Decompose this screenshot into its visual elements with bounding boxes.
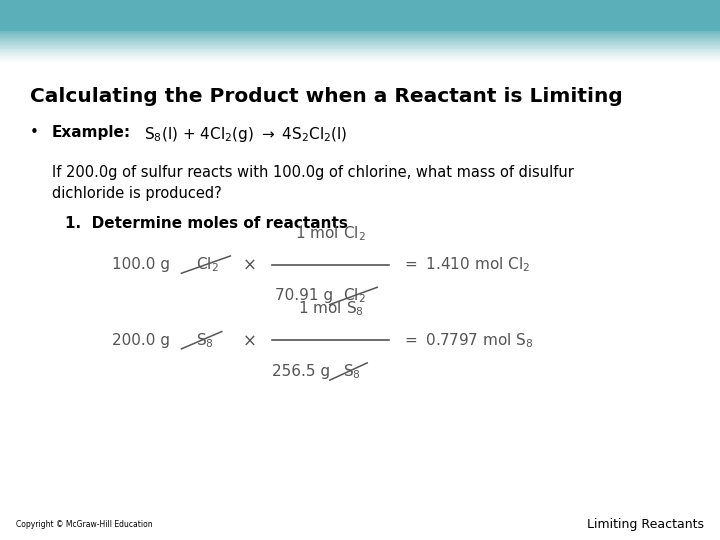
Bar <box>0 44 720 45</box>
Text: Calculating the Product when a Reactant is Limiting: Calculating the Product when a Reactant … <box>30 87 623 106</box>
Bar <box>0 57 720 58</box>
Bar <box>0 51 720 52</box>
Bar <box>0 54 720 55</box>
Text: $\times$: $\times$ <box>242 331 255 349</box>
Bar <box>0 53 720 54</box>
Text: S$_8$(l) + 4Cl$_2$(g) $\rightarrow$ 4S$_2$Cl$_2$(l): S$_8$(l) + 4Cl$_2$(g) $\rightarrow$ 4S$_… <box>144 125 348 144</box>
Text: $=\ 0.7797\ \mathrm{mol\ S_8}$: $=\ 0.7797\ \mathrm{mol\ S_8}$ <box>402 331 534 349</box>
Bar <box>0 49 720 50</box>
Text: 256.5 g: 256.5 g <box>272 364 330 379</box>
Text: Limiting Reactants: Limiting Reactants <box>588 518 704 531</box>
Text: $1\ \mathrm{mol\ Cl_2}$: $1\ \mathrm{mol\ Cl_2}$ <box>295 224 366 242</box>
Bar <box>0 36 720 37</box>
Text: $\mathrm{S_8}$: $\mathrm{S_8}$ <box>343 362 361 381</box>
Bar <box>0 35 720 36</box>
Bar <box>0 0 720 31</box>
Text: $1\ \mathrm{mol\ S_8}$: $1\ \mathrm{mol\ S_8}$ <box>297 300 364 318</box>
Text: If 200.0g of sulfur reacts with 100.0g of chlorine, what mass of disulfur: If 200.0g of sulfur reacts with 100.0g o… <box>52 165 574 180</box>
Bar <box>0 47 720 48</box>
Text: 70.91 g: 70.91 g <box>275 288 333 303</box>
Bar <box>0 37 720 38</box>
Text: $\mathrm{S_8}$: $\mathrm{S_8}$ <box>196 331 214 349</box>
Text: $\times$: $\times$ <box>242 255 255 274</box>
Text: dichloride is produced?: dichloride is produced? <box>52 186 222 201</box>
Bar <box>0 55 720 56</box>
Text: Example:: Example: <box>52 125 131 140</box>
Bar <box>0 58 720 59</box>
Bar <box>0 40 720 42</box>
Bar <box>0 43 720 44</box>
Bar <box>0 60 720 61</box>
Text: Copyright © McGraw-Hill Education: Copyright © McGraw-Hill Education <box>16 521 153 529</box>
Bar <box>0 32 720 33</box>
Bar <box>0 61 720 62</box>
Text: •: • <box>30 125 39 140</box>
Bar <box>0 48 720 49</box>
Bar <box>0 59 720 60</box>
Bar <box>0 33 720 35</box>
Bar <box>0 45 720 46</box>
Bar <box>0 31 720 32</box>
Bar <box>0 46 720 47</box>
Bar <box>0 39 720 40</box>
Text: $\mathrm{Cl_2}$: $\mathrm{Cl_2}$ <box>196 255 219 274</box>
Bar <box>0 56 720 57</box>
Bar <box>0 62 720 63</box>
Bar <box>0 52 720 53</box>
Text: 1.  Determine moles of reactants: 1. Determine moles of reactants <box>65 216 348 231</box>
Bar <box>0 38 720 39</box>
Text: 200.0 g: 200.0 g <box>112 333 170 348</box>
Text: $\mathrm{Cl_2}$: $\mathrm{Cl_2}$ <box>343 287 366 305</box>
Bar <box>0 50 720 51</box>
Text: 100.0 g: 100.0 g <box>112 257 170 272</box>
Text: $=\ 1.410\ \mathrm{mol\ Cl_2}$: $=\ 1.410\ \mathrm{mol\ Cl_2}$ <box>402 255 530 274</box>
Bar <box>0 42 720 43</box>
